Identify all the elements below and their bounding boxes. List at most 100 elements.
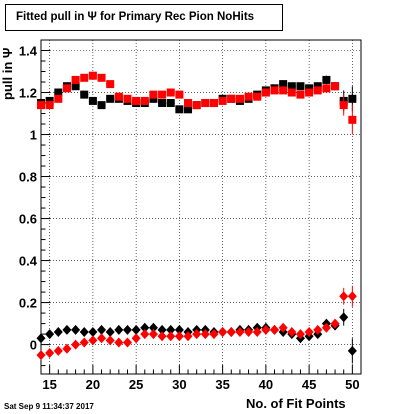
data-point	[226, 326, 236, 337]
data-point	[184, 105, 193, 114]
data-point	[53, 345, 63, 356]
data-point	[184, 99, 193, 108]
data-point	[348, 115, 357, 124]
data-point	[287, 82, 296, 91]
data-point	[71, 82, 80, 91]
x-tick-label: 35	[215, 377, 229, 392]
data-point	[149, 94, 158, 103]
data-point	[140, 329, 150, 340]
data-point	[261, 88, 270, 97]
data-point	[200, 329, 210, 340]
data-point	[140, 322, 150, 333]
data-point	[97, 324, 107, 335]
y-tick-label: 0.8	[19, 170, 37, 185]
data-point	[106, 80, 115, 89]
data-point	[97, 333, 107, 344]
data-point	[166, 99, 175, 108]
data-point	[175, 90, 184, 99]
data-point	[88, 71, 97, 80]
y-tick-label: 1.4	[19, 44, 38, 59]
data-point	[71, 324, 81, 335]
chart-title: Fitted pull in Ψ for Primary Rec Pion No…	[5, 4, 283, 31]
data-point	[45, 347, 55, 358]
data-point	[296, 90, 305, 99]
x-tick-label: 25	[129, 377, 143, 392]
data-point	[158, 99, 167, 108]
data-point	[261, 324, 271, 335]
data-point	[106, 94, 115, 103]
data-point	[71, 339, 81, 350]
data-point	[218, 326, 228, 337]
data-point	[53, 326, 63, 337]
y-tick-label: 0.4	[19, 254, 38, 269]
x-tick-label: 15	[42, 377, 56, 392]
data-point	[331, 82, 340, 91]
data-point	[305, 84, 314, 93]
data-point	[253, 92, 262, 101]
y-tick-label: 1	[30, 128, 37, 143]
data-point	[235, 326, 245, 337]
data-point	[339, 312, 349, 323]
data-point	[270, 86, 279, 95]
data-point	[347, 345, 357, 356]
x-tick-label: 20	[86, 377, 100, 392]
data-point	[131, 324, 141, 335]
data-point	[192, 101, 201, 110]
data-point	[62, 84, 71, 93]
data-point	[339, 291, 349, 302]
data-point	[149, 90, 158, 99]
data-point	[97, 73, 106, 82]
y-tick-label: 0	[30, 338, 37, 353]
data-point	[122, 324, 132, 335]
y-axis-label-text: pull in Ψ	[0, 47, 15, 100]
data-point	[122, 337, 132, 348]
data-point	[313, 324, 323, 335]
plot-frame	[40, 39, 362, 375]
date-stamp: Sat Sep 9 11:34:37 2017	[4, 402, 94, 411]
data-point	[347, 291, 357, 302]
data-point	[322, 84, 331, 93]
data-point	[71, 75, 80, 84]
data-point	[36, 350, 46, 361]
data-point	[321, 322, 331, 333]
data-point	[348, 94, 357, 103]
data-point	[45, 96, 54, 105]
data-point	[279, 86, 288, 95]
data-point	[218, 96, 227, 105]
x-tick-label: 45	[302, 377, 316, 392]
data-point	[339, 101, 348, 110]
data-point	[80, 73, 89, 82]
data-point	[79, 326, 89, 337]
data-point	[105, 335, 115, 346]
data-point	[157, 324, 167, 335]
data-point	[295, 329, 305, 340]
x-tick-label: 50	[345, 377, 359, 392]
series-2	[37, 71, 357, 135]
data-point	[54, 88, 63, 97]
data-point	[270, 324, 280, 335]
x-axis-label: No. of Fit Points	[246, 396, 346, 411]
data-point	[45, 329, 55, 340]
data-point	[174, 331, 184, 342]
data-point	[166, 88, 175, 97]
data-point	[287, 326, 297, 337]
y-tick-label: 0.2	[19, 296, 37, 311]
data-point	[157, 331, 167, 342]
data-point	[132, 96, 141, 105]
axes: 15 20 25 30 35 40 45 50 0 0.2 0.4 0.6 0.8 1 1.2 1.4	[19, 44, 362, 392]
data-point	[148, 329, 158, 340]
data-point	[88, 326, 98, 337]
data-point	[244, 326, 254, 337]
data-point	[79, 337, 89, 348]
data-point	[37, 101, 45, 110]
data-point	[305, 88, 314, 97]
y-tick-label: 0.6	[19, 212, 37, 227]
data-point	[166, 331, 176, 342]
data-series	[36, 71, 357, 364]
data-point	[97, 101, 106, 110]
data-point	[227, 94, 236, 103]
data-point	[183, 331, 193, 342]
data-point	[313, 82, 322, 91]
data-point	[279, 80, 288, 89]
